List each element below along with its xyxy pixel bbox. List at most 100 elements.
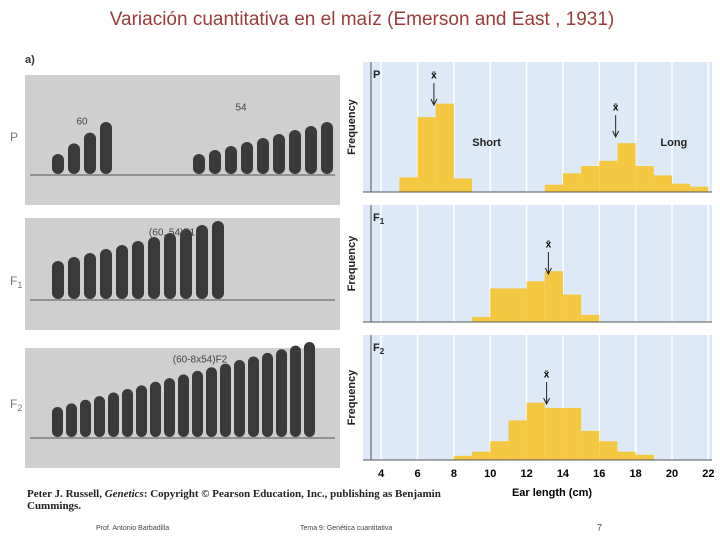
annotation: Short <box>472 137 501 149</box>
bar <box>544 271 563 322</box>
corn-ear <box>305 126 317 174</box>
chart-label-sub: 1 <box>380 217 385 226</box>
x-tick-label: 22 <box>702 468 714 480</box>
annotation: Long <box>660 137 687 149</box>
corn-ear <box>136 385 147 437</box>
corn-ear <box>150 381 161 437</box>
row-label-sub: 1 <box>17 280 22 290</box>
corn-ear <box>84 253 96 299</box>
x-axis-label: Ear length (cm) <box>512 487 592 499</box>
photo-text: 60 <box>76 117 88 128</box>
mean-arrowhead <box>612 130 620 139</box>
x-tick-label: 14 <box>557 468 570 480</box>
corn-ear <box>196 225 208 299</box>
bar <box>417 117 436 192</box>
corn-ear <box>304 342 315 437</box>
citation-text: Peter J. Russell, <box>27 488 105 500</box>
bar <box>453 178 473 192</box>
bar <box>581 314 600 322</box>
row-label-text: F <box>10 397 17 411</box>
bar <box>544 184 563 192</box>
x-tick-label: 8 <box>451 468 457 480</box>
chart-label: F2 <box>373 342 385 356</box>
corn-ear <box>100 122 112 174</box>
panel-label: a) <box>25 54 35 66</box>
corn-ear <box>180 229 192 299</box>
chart-label-text: F <box>373 212 380 224</box>
corn-ear <box>273 134 285 174</box>
x-tick-label: 10 <box>484 468 496 480</box>
corn-ear <box>164 378 175 437</box>
chart-label-text: P <box>373 69 380 81</box>
bar <box>581 166 600 192</box>
corn-ear <box>116 245 128 299</box>
bar <box>653 175 673 192</box>
bar <box>617 451 636 460</box>
x-tick-label: 4 <box>378 468 385 480</box>
mean-arrowhead <box>544 267 552 276</box>
corn-ear <box>193 154 205 174</box>
corn-ear <box>220 363 231 437</box>
citation-italic: Genetics <box>104 488 144 500</box>
bar <box>490 288 509 322</box>
photo-text: (60-8x54)F2 <box>173 355 228 366</box>
corn-ear <box>234 360 245 437</box>
chart-label: F1 <box>373 212 385 226</box>
bar <box>562 173 582 192</box>
x-tick-label: 20 <box>666 468 678 480</box>
bar <box>399 177 418 192</box>
corn-ear <box>52 261 64 299</box>
x-tick-label: 6 <box>414 468 420 480</box>
bar <box>508 420 527 460</box>
corn-ear <box>206 367 217 437</box>
corn-ear <box>122 388 133 437</box>
corn-ear <box>241 142 253 174</box>
mean-arrowhead <box>543 397 551 406</box>
photo-text: (60, 54)F1 <box>149 228 196 239</box>
citation-text: : Copyright © Pearson Education, Inc., p… <box>27 488 441 512</box>
corn-ear <box>66 403 77 437</box>
bar <box>599 160 618 192</box>
corn-ear <box>94 396 105 437</box>
row-label: F2 <box>10 397 22 413</box>
row-label: P <box>10 130 18 144</box>
corn-ear <box>209 150 221 174</box>
corn-ear <box>248 356 259 437</box>
slide-title: Variación cuantitativa en el maíz (Emers… <box>110 9 614 30</box>
row-label-text: P <box>10 130 18 144</box>
corn-ear <box>257 138 269 174</box>
corn-ear <box>52 407 63 437</box>
bar <box>581 430 600 460</box>
bar <box>635 166 654 192</box>
bar <box>544 407 563 460</box>
bar <box>435 103 454 192</box>
corn-ear <box>289 130 301 174</box>
y-axis-label: Frequency <box>346 369 358 426</box>
corn-ear <box>84 132 96 174</box>
bar <box>508 288 527 322</box>
corn-ear <box>132 241 144 299</box>
bar <box>490 441 509 460</box>
corn-ear <box>178 374 189 437</box>
corn-ear <box>290 345 301 437</box>
bar <box>562 407 582 460</box>
x-tick-label: 18 <box>630 468 642 480</box>
chart-label-sub: 2 <box>380 347 385 356</box>
plot-area <box>363 62 712 192</box>
corn-ear <box>225 146 237 174</box>
bar <box>635 454 654 460</box>
mean-symbol: x̄ <box>544 370 550 381</box>
row-label-text: F <box>10 274 17 288</box>
corn-ear <box>148 237 160 299</box>
chart-label-text: F <box>373 342 380 354</box>
chart-label: P <box>373 69 380 81</box>
corn-ear <box>68 257 80 299</box>
bar <box>690 186 709 192</box>
bar <box>526 402 545 460</box>
bar <box>599 441 618 460</box>
bar <box>472 316 491 322</box>
corn-ear <box>68 143 80 174</box>
corn-ear <box>52 154 64 174</box>
